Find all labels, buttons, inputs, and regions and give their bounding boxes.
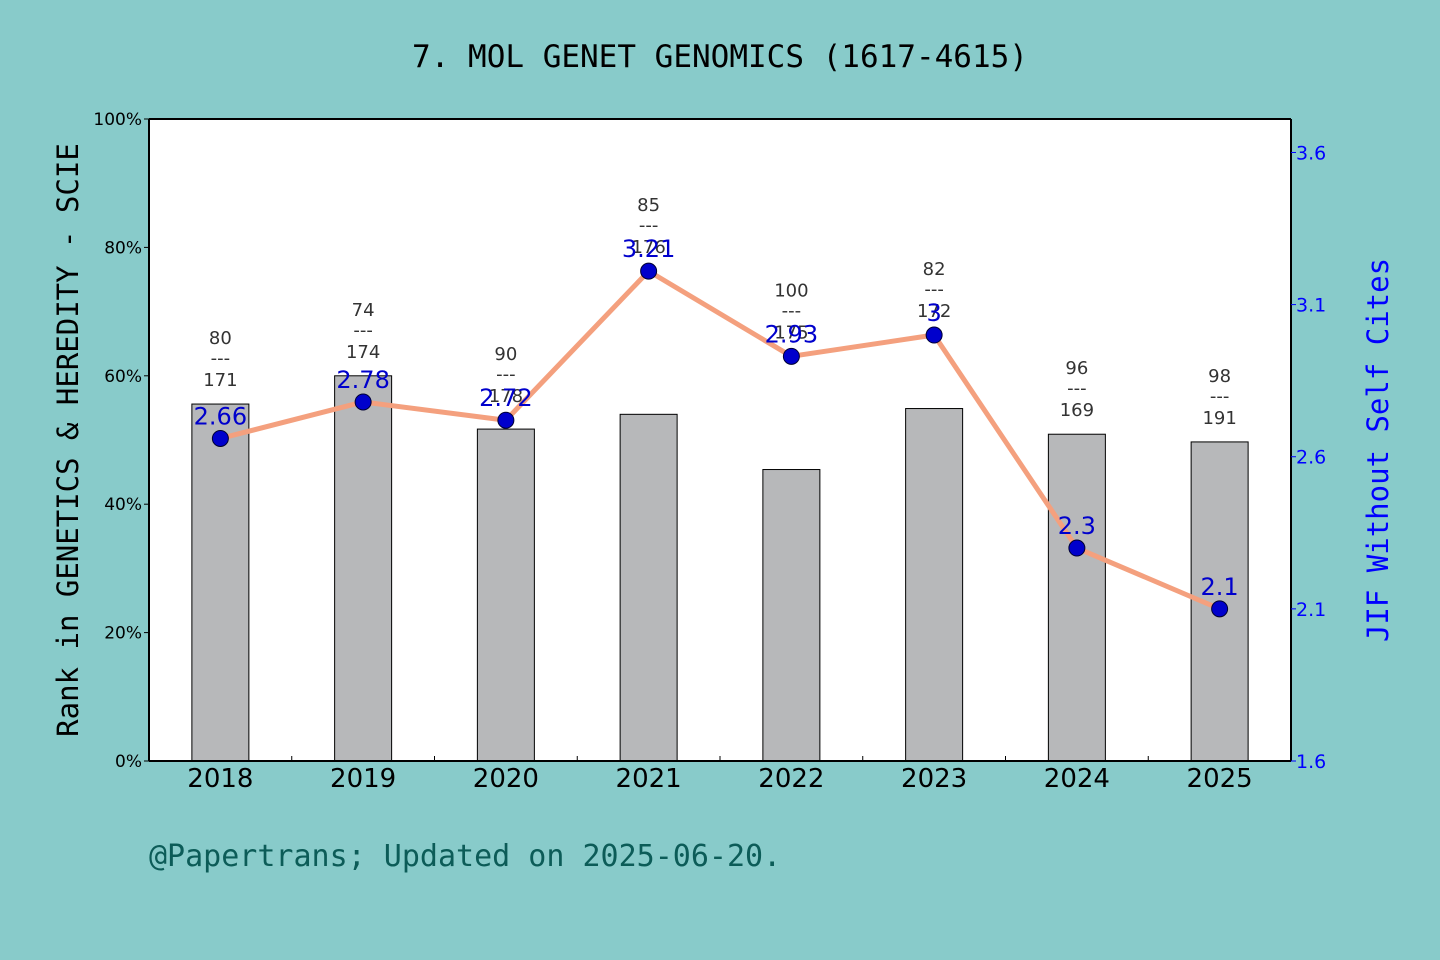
y-axis-right-label: JIF Without Self Cites (1361, 258, 1395, 642)
jif-point (1068, 539, 1086, 557)
rank-numerator: 98 (1208, 366, 1231, 387)
x-tick-label: 2023 (901, 764, 967, 794)
rank-separator: --- (496, 364, 516, 385)
x-tick-label: 2024 (1044, 764, 1110, 794)
rank-separator: --- (924, 279, 944, 300)
y-tick-label-right: 3.1 (1296, 295, 1326, 317)
jif-point (211, 429, 229, 447)
jif-point (354, 393, 372, 411)
rank-numerator: 85 (637, 195, 660, 216)
rank-denominator: 178 (489, 386, 523, 407)
jif-value-label: 2.72 (479, 384, 532, 412)
jif-value-label: 3.21 (622, 235, 675, 263)
jif-value-label: 2.93 (765, 320, 818, 348)
jif-value-label: 3 (926, 299, 941, 327)
y-tick-label-left: 20% (104, 624, 142, 644)
rank-separator: --- (353, 320, 373, 341)
y-axis-left-label: Rank in GENETICS & HEREDITY - SCIE (51, 143, 85, 737)
line-layer (217, 268, 1223, 612)
rank-numerator: 90 (494, 344, 517, 365)
jif-point (782, 347, 800, 365)
bars-layer (191, 375, 1249, 762)
rank-separator: --- (1067, 378, 1087, 399)
y-tick-label-right: 3.6 (1296, 142, 1326, 164)
bar (476, 428, 535, 762)
y-tick-label-right: 1.6 (1296, 751, 1326, 773)
y-tick-label-left: 60% (104, 367, 142, 387)
x-tick-label: 2020 (473, 764, 539, 794)
jif-point (925, 326, 943, 344)
plot-area (149, 119, 1291, 761)
bar (191, 403, 250, 762)
x-tick-label: 2021 (616, 764, 682, 794)
jif-value-label: 2.66 (194, 402, 247, 430)
y-tick-label-right: 2.6 (1296, 447, 1326, 469)
bar (762, 469, 821, 762)
rank-numerator: 80 (209, 328, 232, 349)
bar (619, 413, 678, 762)
footer-note: @Papertrans; Updated on 2025-06-20. (149, 839, 781, 874)
rank-numerator: 74 (352, 300, 375, 321)
rank-denominator: 169 (1060, 400, 1094, 421)
y-tick-label-left: 80% (104, 238, 142, 258)
jif-line (217, 268, 1223, 612)
axes-layer: 0% 20% 40% 60% 80% 100% 1.6 2.1 2.6 3.1 3.6 2018 201… (93, 110, 1326, 794)
x-tick-label: 2025 (1187, 764, 1253, 794)
rank-denominator: 174 (346, 342, 380, 363)
bar (1047, 433, 1106, 762)
rank-separator: --- (1210, 386, 1230, 407)
rank-numerator: 82 (923, 259, 946, 280)
x-tick-label: 2022 (758, 764, 824, 794)
rank-denominator: 191 (1202, 408, 1236, 429)
rank-denominator: 176 (631, 237, 665, 258)
jif-value-label: 2.3 (1058, 512, 1096, 540)
y-tick-label-right: 2.1 (1296, 599, 1326, 621)
jif-point (1211, 600, 1229, 618)
y-tick-label-left: 0% (115, 752, 142, 772)
jif-value-label: 2.1 (1201, 573, 1239, 601)
y-tick-label-left: 40% (104, 495, 142, 515)
rank-separator: --- (639, 215, 659, 236)
rank-separator: --- (782, 300, 802, 321)
bar (905, 408, 964, 762)
y-tick-label-left: 100% (93, 110, 142, 130)
jif-point (497, 411, 515, 429)
jif-point (640, 262, 658, 280)
jif-value-label: 2.78 (336, 366, 389, 394)
rank-separator: --- (211, 348, 231, 369)
rank-denominator: 175 (774, 322, 808, 343)
rank-denominator: 171 (203, 370, 237, 391)
x-tick-label: 2019 (330, 764, 396, 794)
bar (334, 375, 393, 762)
x-tick-label: 2018 (187, 764, 253, 794)
chart-title: 7. MOL GENET GENOMICS (1617-4615) (412, 39, 1028, 75)
rank-numerator: 100 (774, 280, 808, 301)
rank-numerator: 96 (1065, 358, 1088, 379)
rank-denominator: 172 (917, 301, 951, 322)
